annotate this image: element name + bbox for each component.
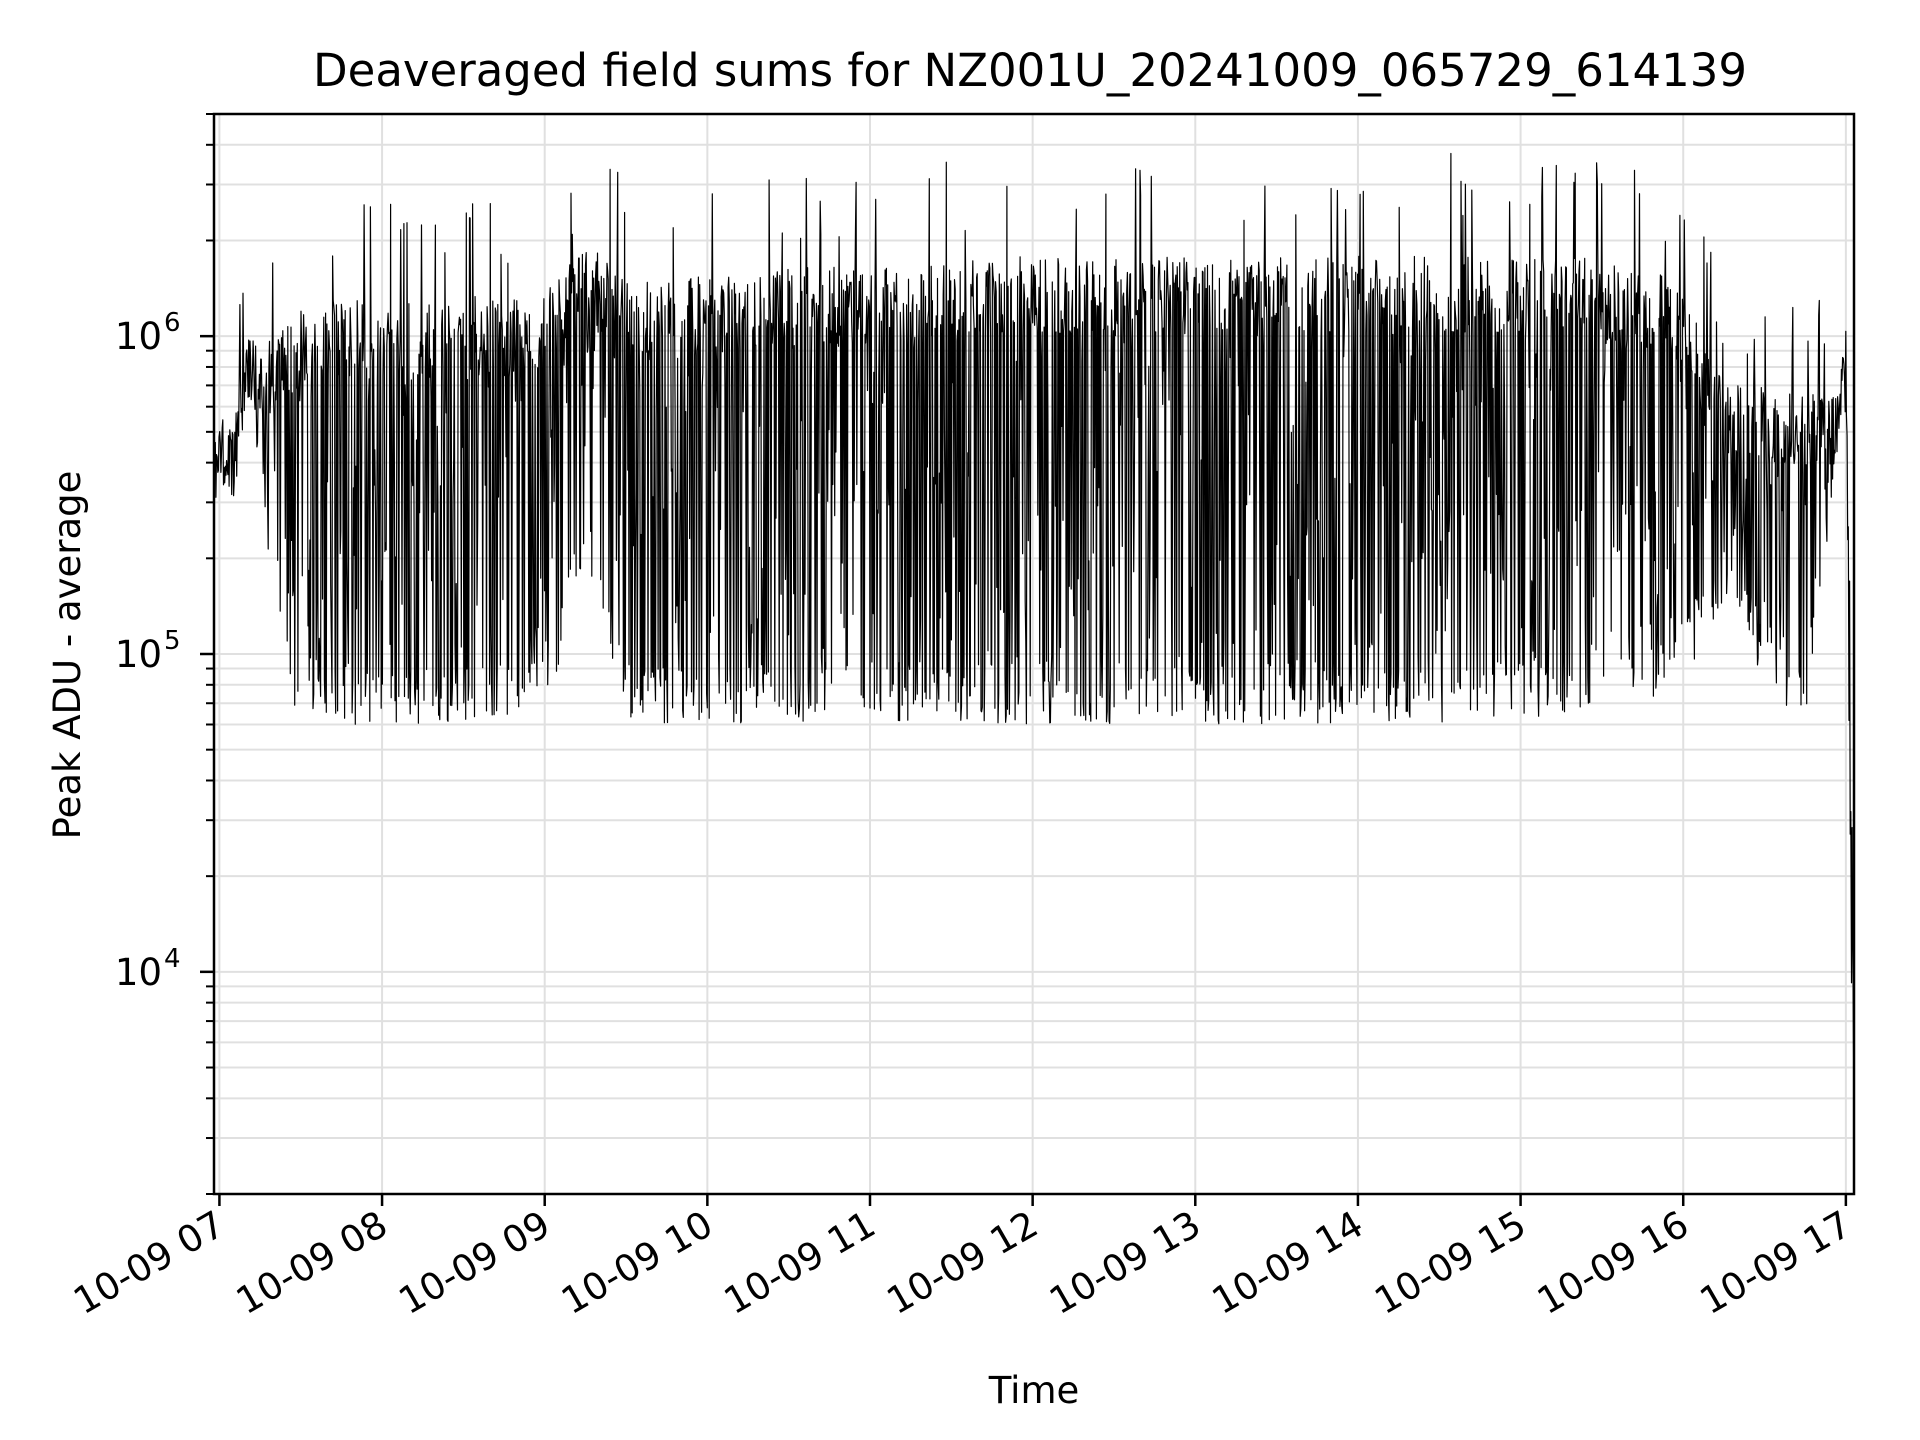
x-axis-label: Time (988, 1369, 1080, 1412)
y-tick-label: 10 (115, 951, 162, 994)
y-tick-label: 10 (115, 315, 162, 358)
y-axis-label: Peak ADU - average (46, 471, 89, 840)
y-tick-exponent: 5 (164, 626, 181, 656)
data-series (213, 152, 1855, 1111)
chart-title: Deaveraged field sums for NZ001U_2024100… (313, 44, 1747, 97)
y-tick-exponent: 6 (164, 308, 181, 338)
y-tick-exponent: 4 (164, 944, 181, 974)
series-line (213, 152, 1855, 1111)
y-tick-label: 10 (115, 633, 162, 676)
